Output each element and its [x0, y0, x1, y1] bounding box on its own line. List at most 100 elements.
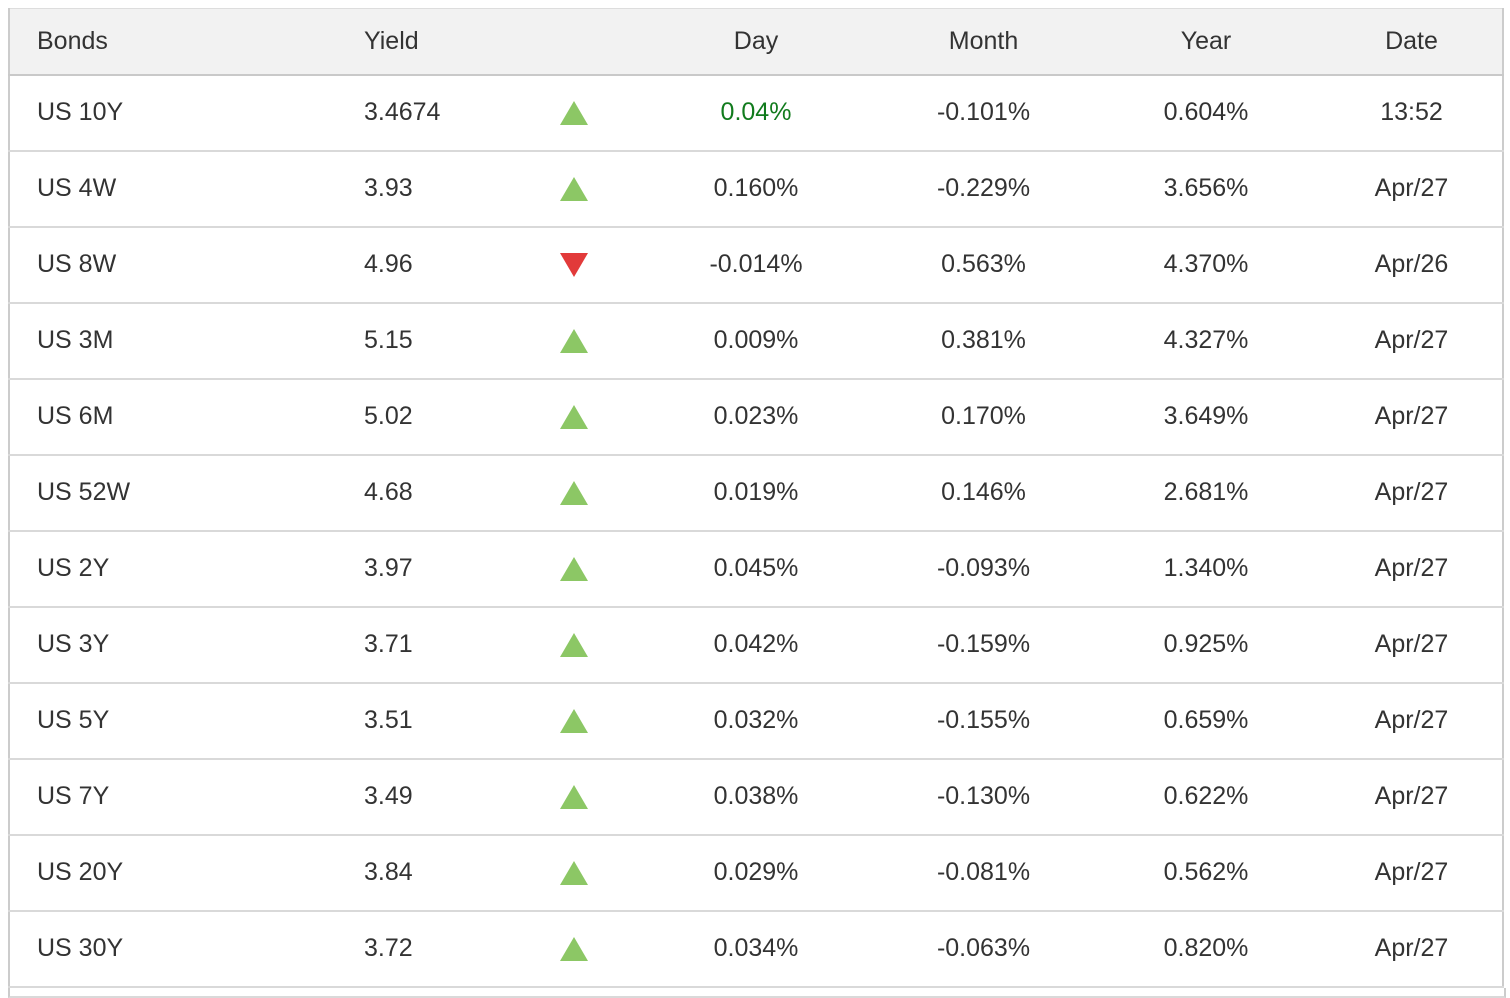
bond-row: US 5Y 3.51 0.032% -0.155% 0.659% Apr/27	[9, 682, 1503, 759]
month-change-value: -0.101%	[936, 98, 1031, 126]
change-direction-cell	[511, 75, 636, 151]
year-change-value: 3.649%	[1163, 402, 1249, 430]
yield-value: 3.72	[364, 934, 413, 962]
yield-value: 4.68	[364, 478, 413, 506]
date-value: Apr/27	[1374, 782, 1449, 810]
day-change-value: 0.042%	[713, 630, 799, 658]
bond-row: US 7Y 3.49 0.038% -0.130% 0.622% Apr/27	[9, 758, 1503, 835]
up-arrow-icon	[559, 785, 588, 810]
change-direction-cell	[511, 683, 636, 759]
column-header-change-arrow	[511, 9, 636, 75]
year-change-value: 0.562%	[1163, 858, 1249, 886]
change-direction-cell	[511, 531, 636, 607]
bond-row: US 30Y 3.72 0.034% -0.063% 0.820% Apr/27	[9, 910, 1503, 987]
bond-name[interactable]: US 5Y	[37, 706, 110, 734]
bond-name[interactable]: US 30Y	[37, 934, 124, 962]
bond-row: US 10Y 3.4674 0.04% -0.101% 0.604% 13:52	[9, 74, 1503, 151]
month-change-value: 0.563%	[941, 250, 1026, 278]
year-change-value: 0.659%	[1163, 706, 1249, 734]
yield-value: 5.02	[364, 402, 413, 430]
day-change-value: 0.029%	[713, 858, 799, 886]
change-direction-cell	[511, 379, 636, 455]
date-value: Apr/27	[1374, 934, 1449, 962]
month-change-value: 0.381%	[941, 326, 1026, 354]
table-header: Bonds Yield Day Month Year Date	[9, 8, 1503, 75]
column-header-date[interactable]: Date	[1385, 26, 1438, 55]
up-arrow-icon	[559, 633, 588, 658]
month-change-value: -0.130%	[936, 782, 1031, 810]
up-arrow-icon	[559, 937, 588, 962]
bond-name[interactable]: US 6M	[37, 402, 114, 430]
table-body: US 10Y 3.4674 0.04% -0.101% 0.604% 13:52 US 4W…	[9, 74, 1503, 987]
column-header-month[interactable]: Month	[948, 26, 1019, 55]
bond-name[interactable]: US 2Y	[37, 554, 110, 582]
change-direction-cell	[511, 227, 636, 303]
month-change-value: -0.093%	[936, 554, 1031, 582]
column-header-year[interactable]: Year	[1180, 26, 1232, 55]
up-arrow-icon	[559, 177, 588, 202]
year-change-value: 0.604%	[1163, 98, 1249, 126]
up-arrow-icon	[559, 329, 588, 354]
year-change-value: 3.656%	[1163, 174, 1249, 202]
column-header-bond[interactable]: Bonds	[37, 26, 108, 55]
bond-name[interactable]: US 52W	[37, 478, 131, 506]
change-direction-cell	[511, 835, 636, 911]
date-value: Apr/27	[1374, 478, 1449, 506]
bond-name[interactable]: US 10Y	[37, 98, 124, 126]
day-change-value: 0.023%	[713, 402, 799, 430]
up-arrow-icon	[559, 557, 588, 582]
change-direction-cell	[511, 759, 636, 835]
bond-name[interactable]: US 4W	[37, 174, 117, 202]
day-change-value: 0.045%	[713, 554, 799, 582]
change-direction-cell	[511, 151, 636, 227]
change-direction-cell	[511, 911, 636, 987]
down-arrow-icon	[559, 253, 588, 278]
day-change-value: -0.014%	[709, 250, 803, 278]
yield-value: 3.51	[364, 706, 413, 734]
year-change-value: 1.340%	[1163, 554, 1249, 582]
month-change-value: -0.063%	[936, 934, 1031, 962]
yield-value: 3.4674	[364, 98, 441, 126]
date-value: Apr/26	[1374, 250, 1449, 278]
month-change-value: -0.229%	[936, 174, 1031, 202]
bond-name[interactable]: US 3M	[37, 326, 114, 354]
bond-name[interactable]: US 8W	[37, 250, 117, 278]
year-change-value: 0.622%	[1163, 782, 1249, 810]
month-change-value: -0.155%	[936, 706, 1031, 734]
yield-value: 3.49	[364, 782, 413, 810]
date-value: Apr/27	[1374, 630, 1449, 658]
bond-name[interactable]: US 7Y	[37, 782, 110, 810]
day-change-value: 0.160%	[713, 174, 799, 202]
month-change-value: 0.146%	[941, 478, 1026, 506]
year-change-value: 4.370%	[1163, 250, 1249, 278]
date-value: Apr/27	[1374, 174, 1449, 202]
day-change-value: 0.04%	[720, 98, 792, 126]
yield-value: 3.84	[364, 858, 413, 886]
column-header-day[interactable]: Day	[733, 26, 779, 55]
day-change-value: 0.038%	[713, 782, 799, 810]
bond-name[interactable]: US 3Y	[37, 630, 110, 658]
bonds-table: Bonds Yield Day Month Year Date US 10Y 3.4674 0…	[8, 8, 1504, 988]
bond-row: US 3M 5.15 0.009% 0.381% 4.327% Apr/27	[9, 302, 1503, 379]
column-header-yield[interactable]: Yield	[364, 26, 419, 55]
date-value: Apr/27	[1374, 554, 1449, 582]
date-value: 13:52	[1380, 98, 1443, 126]
month-change-value: -0.081%	[936, 858, 1031, 886]
year-change-value: 0.925%	[1163, 630, 1249, 658]
year-change-value: 4.327%	[1163, 326, 1249, 354]
bond-name[interactable]: US 20Y	[37, 858, 124, 886]
bond-row: US 3Y 3.71 0.042% -0.159% 0.925% Apr/27	[9, 606, 1503, 683]
year-change-value: 0.820%	[1163, 934, 1249, 962]
yield-value: 5.15	[364, 326, 413, 354]
date-value: Apr/27	[1374, 858, 1449, 886]
partial-next-row	[8, 987, 1506, 998]
bond-row: US 8W 4.96 -0.014% 0.563% 4.370% Apr/26	[9, 226, 1503, 303]
up-arrow-icon	[559, 481, 588, 506]
change-direction-cell	[511, 607, 636, 683]
day-change-value: 0.009%	[713, 326, 799, 354]
up-arrow-icon	[559, 405, 588, 430]
up-arrow-icon	[559, 861, 588, 886]
day-change-value: 0.034%	[713, 934, 799, 962]
bond-row: US 4W 3.93 0.160% -0.229% 3.656% Apr/27	[9, 150, 1503, 227]
